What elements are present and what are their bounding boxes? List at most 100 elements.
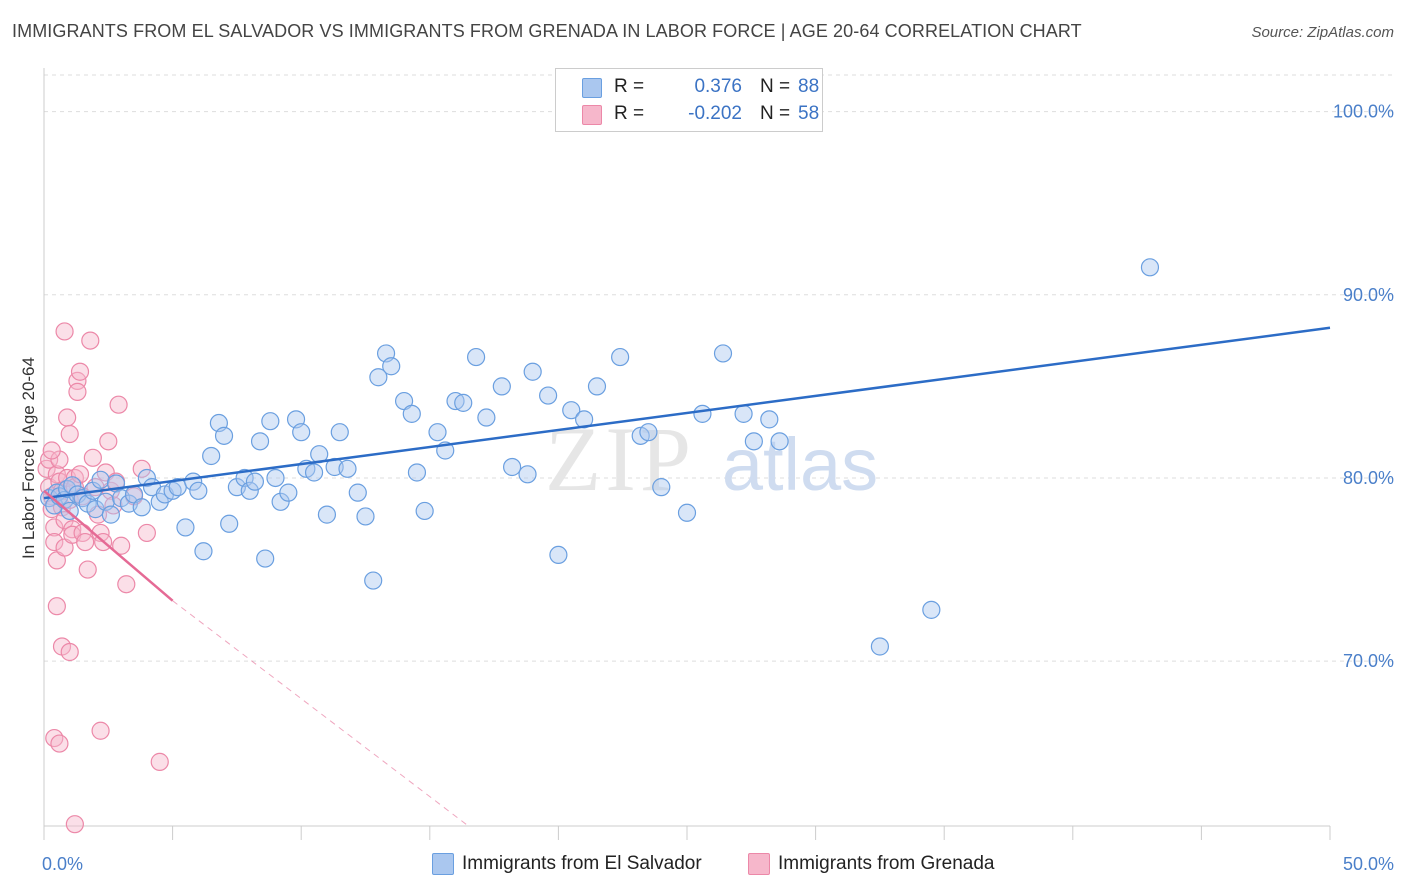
- el-salvador-point: [189, 481, 208, 500]
- grenada-point: [150, 752, 169, 771]
- el-salvador-point: [356, 507, 375, 526]
- el-salvador-point: [549, 545, 568, 565]
- el-salvador-point: [611, 347, 630, 367]
- grenada-point: [78, 560, 97, 579]
- grenada-trend-line: [43, 489, 174, 602]
- el-salvador-point: [369, 368, 388, 387]
- el-salvador-point: [348, 483, 367, 502]
- el-salvador-point: [266, 468, 285, 488]
- trend-lines: [43, 326, 1331, 827]
- el-salvador-point: [587, 377, 607, 396]
- y-tick-label: 90.0%: [1343, 285, 1394, 305]
- grenada-point: [42, 441, 61, 460]
- grenada-point: [109, 395, 128, 414]
- el-salvador-point: [101, 505, 120, 524]
- grenada-point: [45, 518, 64, 537]
- el-salvador-point: [415, 501, 434, 521]
- legend-n-label: N =: [760, 76, 791, 97]
- el-salvador-point: [477, 408, 496, 427]
- bottom-legend-swatch-pink: [748, 853, 770, 875]
- legend-n-label: N =: [760, 103, 791, 124]
- el-salvador-point: [503, 457, 522, 477]
- grid-lines: [44, 74, 1392, 662]
- grenada-point: [63, 520, 82, 539]
- watermark-atlas: atlas: [722, 423, 878, 506]
- el-salvador-point: [176, 518, 195, 537]
- el-salvador-point: [220, 514, 239, 533]
- el-salvador-point: [575, 410, 594, 429]
- grenada-point: [60, 424, 79, 444]
- el-salvador-point: [407, 463, 427, 482]
- grenada-point: [60, 642, 79, 662]
- el-salvador-point: [382, 357, 401, 376]
- el-salvador-point: [677, 503, 697, 522]
- y-tick-label: 70.0%: [1343, 651, 1394, 671]
- el-salvador-point: [292, 423, 311, 442]
- grenada-point: [58, 408, 77, 427]
- legend-n-value: 88: [798, 76, 820, 97]
- el-salvador-point: [214, 426, 234, 445]
- legend-r-value: 0.376: [694, 76, 742, 97]
- el-salvador-point: [1140, 258, 1160, 277]
- grenada-point: [76, 532, 95, 552]
- el-salvador-point: [639, 423, 658, 442]
- grenada-point: [47, 597, 66, 616]
- grenada-point: [50, 734, 69, 753]
- grenada-point: [83, 448, 102, 467]
- watermark: ZIP atlas: [545, 408, 878, 510]
- el-salvador-point: [202, 446, 221, 466]
- bottom-legend-label: Immigrants from Grenada: [778, 853, 995, 874]
- el-salvador-point: [922, 600, 941, 619]
- legend-r-label: R =: [614, 76, 645, 97]
- el-salvador-point: [132, 498, 151, 517]
- el-salvador-trend-line: [43, 326, 1331, 500]
- grenada-points: [37, 322, 169, 834]
- el-salvador-point: [562, 401, 581, 420]
- el-salvador-point: [137, 468, 156, 488]
- el-salvador-point: [539, 386, 558, 405]
- grenada-point: [47, 465, 66, 484]
- grenada-trend-extension: [172, 600, 469, 827]
- el-salvador-point: [194, 542, 213, 561]
- y-tick-label: 80.0%: [1343, 468, 1394, 488]
- el-salvador-point: [271, 492, 290, 511]
- legend-swatch-pink: [582, 105, 602, 125]
- grenada-point: [55, 322, 74, 341]
- el-salvador-point: [261, 412, 280, 431]
- stats-legend: R = 0.376 N = 88 R = -0.202 N = 58: [555, 68, 823, 132]
- el-salvador-point: [693, 404, 712, 423]
- el-salvador-point: [304, 463, 324, 482]
- legend-n-value: 58: [798, 103, 820, 124]
- el-salvador-point: [492, 377, 511, 396]
- bottom-legend-swatch-blue: [432, 853, 454, 875]
- grenada-point: [70, 362, 90, 381]
- el-salvador-point: [402, 404, 421, 423]
- grenada-point: [112, 536, 131, 555]
- grenada-point: [132, 459, 151, 478]
- grenada-point: [117, 575, 136, 594]
- el-salvador-point: [330, 423, 349, 442]
- y-tick-label: 100.0%: [1333, 102, 1394, 122]
- el-salvador-point: [364, 571, 383, 590]
- el-salvador-point: [338, 459, 357, 478]
- bottom-legend-label: Immigrants from El Salvador: [462, 853, 702, 874]
- el-salvador-point: [91, 470, 110, 489]
- grenada-point: [45, 532, 64, 552]
- x-tick-label: 50.0%: [1343, 854, 1394, 874]
- grenada-point: [45, 728, 64, 748]
- chart-title: IMMIGRANTS FROM EL SALVADOR VS IMMIGRANT…: [12, 21, 1082, 41]
- el-salvador-point: [256, 549, 275, 568]
- el-salvador-point: [770, 432, 789, 451]
- grenada-point: [55, 511, 74, 530]
- legend-r-value: -0.202: [688, 103, 742, 124]
- legend-swatch-blue: [582, 78, 602, 98]
- x-tick-label: 0.0%: [42, 854, 83, 874]
- watermark-zip: ZIP: [545, 408, 695, 510]
- el-salvador-point: [279, 483, 298, 502]
- grenada-point: [50, 450, 69, 469]
- grenada-point: [137, 523, 156, 543]
- el-salvador-point: [240, 481, 259, 500]
- el-salvador-point: [317, 505, 337, 524]
- y-axis-label: In Labor Force | Age 20-64: [19, 357, 38, 559]
- el-salvador-point: [652, 478, 671, 497]
